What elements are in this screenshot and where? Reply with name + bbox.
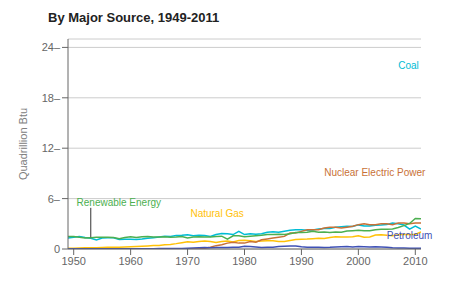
svg-text:Petroleum: Petroleum (387, 230, 433, 241)
svg-text:1960: 1960 (118, 255, 142, 267)
svg-text:0: 0 (54, 243, 60, 255)
svg-text:Coal: Coal (398, 60, 419, 71)
svg-text:2010: 2010 (403, 255, 427, 267)
svg-text:12–: 12– (42, 142, 61, 154)
svg-text:18–: 18– (42, 92, 61, 104)
svg-text:24–: 24– (42, 41, 61, 53)
svg-text:1980: 1980 (232, 255, 256, 267)
svg-text:6–: 6– (48, 193, 61, 205)
svg-text:1990: 1990 (289, 255, 313, 267)
html-text:By Major Source, 1949-2011: By Major Source, 1949-2011 (48, 10, 220, 25)
svg-text:1950: 1950 (61, 255, 85, 267)
svg-text:Nuclear Electric Power: Nuclear Electric Power (324, 167, 426, 178)
svg-text:Quadrillion Btu: Quadrillion Btu (17, 108, 29, 180)
svg-text:Natural Gas: Natural Gas (190, 208, 243, 219)
svg-text:Renewable Energy: Renewable Energy (77, 197, 161, 208)
svg-text:2000: 2000 (346, 255, 370, 267)
svg-text:1970: 1970 (175, 255, 199, 267)
